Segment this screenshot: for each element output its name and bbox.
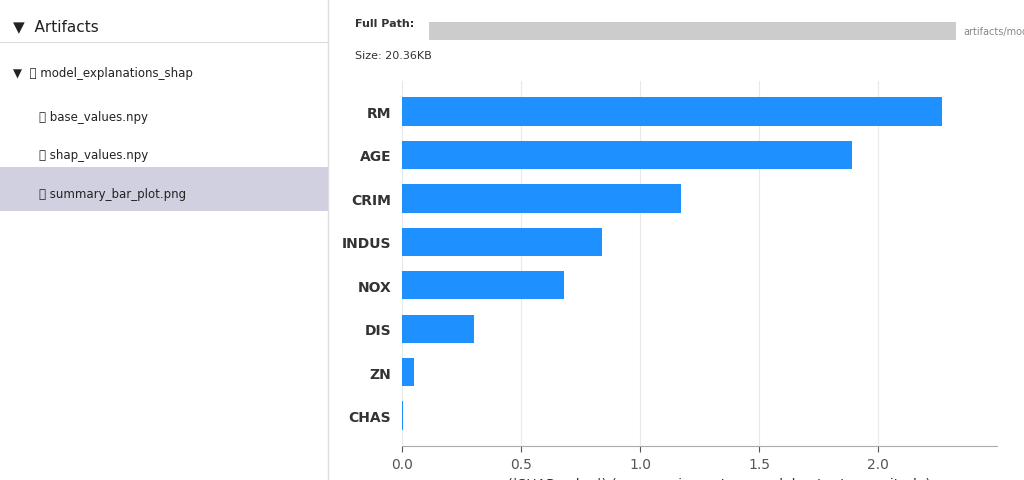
Text: ▼  📁 model_explanations_shap: ▼ 📁 model_explanations_shap xyxy=(13,67,193,80)
Text: Full Path:: Full Path: xyxy=(355,19,414,29)
FancyBboxPatch shape xyxy=(429,23,956,41)
Bar xyxy=(402,402,403,430)
X-axis label: mean(|SHAP value|) (average impact on model output magnitude): mean(|SHAP value|) (average impact on mo… xyxy=(468,476,931,480)
Bar xyxy=(402,272,564,300)
Bar xyxy=(402,142,852,170)
Text: artifacts/model_ex: artifacts/model_ex xyxy=(964,26,1024,36)
Text: 📄 shap_values.npy: 📄 shap_values.npy xyxy=(39,149,148,162)
FancyBboxPatch shape xyxy=(0,168,328,211)
Text: 📄 base_values.npy: 📄 base_values.npy xyxy=(39,110,148,123)
Bar xyxy=(402,98,942,126)
Bar xyxy=(402,315,473,343)
Bar xyxy=(402,358,414,386)
Bar xyxy=(402,228,602,256)
Bar xyxy=(402,185,681,213)
Text: 📄 summary_bar_plot.png: 📄 summary_bar_plot.png xyxy=(39,187,186,200)
Text: Size: 20.36KB: Size: 20.36KB xyxy=(355,50,432,60)
Text: ▼  Artifacts: ▼ Artifacts xyxy=(13,19,99,34)
